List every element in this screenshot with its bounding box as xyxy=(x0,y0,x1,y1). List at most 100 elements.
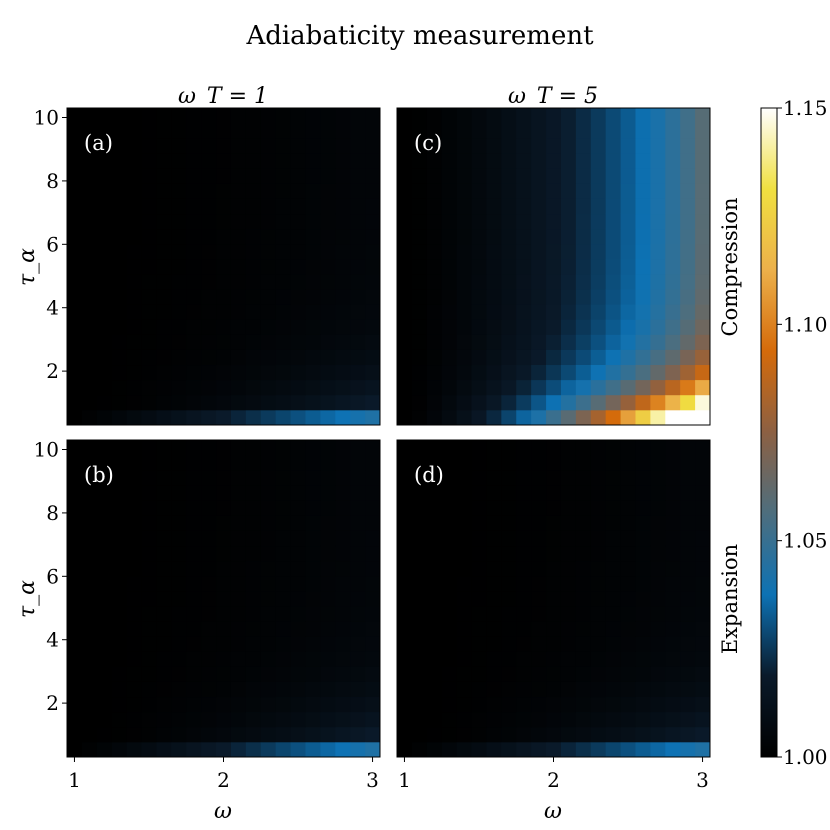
heatmap-cell xyxy=(216,621,232,637)
heatmap-cell xyxy=(96,183,113,199)
heatmap-cell xyxy=(411,575,428,592)
heatmap-cell xyxy=(546,243,562,260)
heatmap-cell xyxy=(126,274,142,290)
heatmap-cell xyxy=(305,440,321,456)
heatmap-cell xyxy=(171,228,187,245)
heatmap-cell xyxy=(335,455,351,471)
heatmap-cell xyxy=(441,349,458,366)
heatmap-cell xyxy=(486,289,502,305)
heatmap-cell xyxy=(546,560,562,577)
heatmap-cell xyxy=(96,560,113,577)
heatmap-cell xyxy=(81,364,98,381)
heatmap-cell xyxy=(290,198,306,215)
heatmap-cell xyxy=(275,258,291,275)
heatmap-cell xyxy=(650,198,666,215)
heatmap-cell xyxy=(426,741,443,758)
heatmap-cell xyxy=(501,289,517,305)
heatmap-cell xyxy=(486,560,502,577)
heatmap-cell xyxy=(275,334,291,350)
heatmap-cell xyxy=(305,666,321,682)
heatmap-cell xyxy=(695,440,711,456)
heatmap-cell xyxy=(186,621,202,637)
heatmap-cell xyxy=(320,621,336,637)
heatmap-cell xyxy=(335,228,351,245)
heatmap-cell xyxy=(245,440,262,456)
heatmap-cell xyxy=(590,575,607,592)
heatmap-cell xyxy=(680,228,696,245)
heatmap-cell xyxy=(335,243,351,260)
heatmap-cell xyxy=(501,636,517,652)
heatmap-cell xyxy=(590,379,607,396)
heatmap-cell xyxy=(590,666,607,682)
heatmap-cell xyxy=(590,681,607,698)
heatmap-cell xyxy=(620,364,636,381)
heatmap-cell xyxy=(141,666,157,682)
heatmap-cell xyxy=(411,394,428,411)
heatmap-cell xyxy=(546,183,562,199)
heatmap-cell xyxy=(365,545,381,562)
heatmap-cell xyxy=(171,304,187,320)
heatmap-cell xyxy=(171,183,187,199)
heatmap-cell xyxy=(111,168,128,184)
heatmap-cell xyxy=(456,440,472,456)
heatmap-cell xyxy=(171,530,187,547)
heatmap-cell xyxy=(560,138,577,154)
heatmap-cell xyxy=(111,379,128,396)
heatmap-cell xyxy=(411,123,428,139)
heatmap-cell xyxy=(245,258,262,275)
heatmap-cell xyxy=(290,274,306,290)
heatmap-cell xyxy=(471,621,487,637)
heatmap-cell xyxy=(320,153,336,169)
heatmap-cell xyxy=(680,575,696,592)
heatmap-cell xyxy=(695,545,711,562)
heatmap-cell xyxy=(456,681,472,698)
heatmap-cell xyxy=(665,334,681,350)
heatmap-cell xyxy=(635,485,651,501)
heatmap-cell xyxy=(171,666,187,682)
heatmap-cell xyxy=(365,409,381,426)
heatmap-cell xyxy=(111,198,128,215)
heatmap-cell xyxy=(365,123,381,139)
heatmap-cell xyxy=(230,274,247,290)
heatmap-cell xyxy=(397,485,413,501)
heatmap-cell xyxy=(516,319,532,335)
heatmap-cell xyxy=(186,560,202,577)
heatmap-cell xyxy=(81,123,98,139)
heatmap-cell xyxy=(96,711,113,728)
heatmap-cell xyxy=(260,123,277,139)
heatmap-cell xyxy=(635,590,651,607)
heatmap-cell xyxy=(67,741,83,758)
heatmap-cell xyxy=(141,138,157,154)
heatmap-cell xyxy=(411,515,428,531)
heatmap-cell xyxy=(397,138,413,154)
heatmap-cell xyxy=(320,108,336,124)
heatmap-cell xyxy=(245,198,262,215)
heatmap-cell xyxy=(230,379,247,396)
heatmap-cell xyxy=(111,304,128,320)
heatmap-cell xyxy=(486,334,502,350)
heatmap-cell xyxy=(141,470,157,486)
heatmap-cell xyxy=(590,741,607,758)
heatmap-cell xyxy=(441,364,458,381)
heatmap-cell xyxy=(305,274,321,290)
heatmap-cell xyxy=(546,258,562,275)
heatmap-cell xyxy=(260,606,277,622)
heatmap-cell xyxy=(111,258,128,275)
heatmap-cell xyxy=(96,696,113,713)
y-axis-label-bottom: τ_α xyxy=(15,580,40,618)
heatmap-cell xyxy=(501,228,517,245)
heatmap-cell xyxy=(605,606,621,622)
heatmap-cell xyxy=(546,590,562,607)
heatmap-cell xyxy=(456,590,472,607)
heatmap-cell xyxy=(486,636,502,652)
heatmap-cell xyxy=(171,711,187,728)
heatmap-cell xyxy=(275,621,291,637)
heatmap-cell xyxy=(230,183,247,199)
heatmap-cell xyxy=(486,485,502,501)
heatmap-cell xyxy=(141,153,157,169)
heatmap-cell xyxy=(230,621,247,637)
heatmap-cell xyxy=(320,636,336,652)
heatmap-cell xyxy=(680,455,696,471)
heatmap-cell xyxy=(275,681,291,698)
heatmap-cell xyxy=(560,560,577,577)
